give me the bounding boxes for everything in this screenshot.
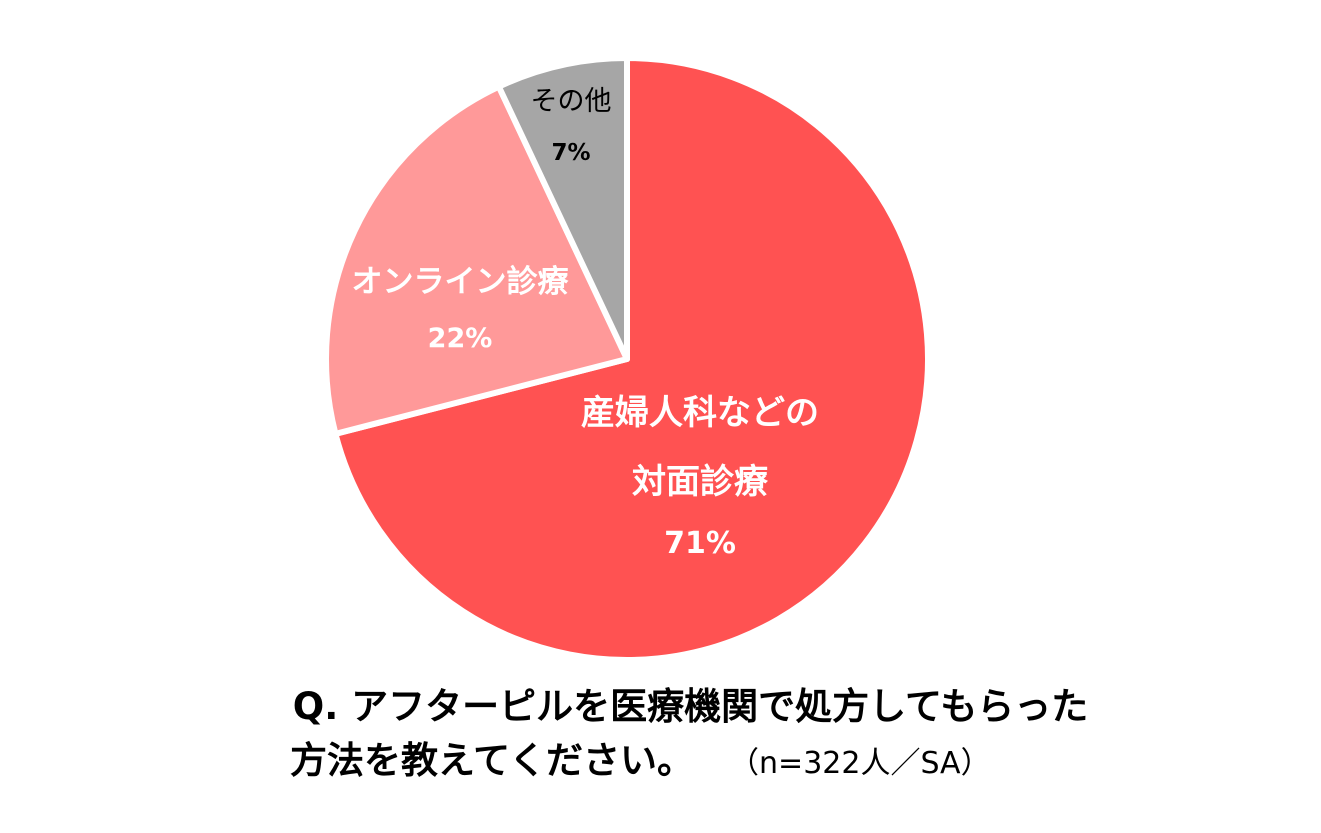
caption-line1: Q. アフターピルを医療機関で処方してもらった <box>292 685 1089 728</box>
slice-label-2-line-0: その他 <box>531 86 612 117</box>
slice-label-0-line-0: 産婦人科などの <box>581 393 819 433</box>
chart-caption-question-cont: 方法を教えてください。 （n=322人／SA） <box>290 730 991 784</box>
slice-value-label-0: 71% <box>664 526 736 561</box>
slice-label-1-line-0: オンライン診療 <box>352 264 569 300</box>
pie-slice-2 <box>495 55 630 362</box>
slice-value-label-2: 7% <box>551 140 590 166</box>
caption-sample-note: （n=322人／SA） <box>744 746 991 781</box>
slice-value-label-1: 22% <box>428 323 493 354</box>
caption-line2: 方法を教えてください。 <box>290 739 695 782</box>
pie-slice-0 <box>332 55 931 663</box>
slice-label-0-line-1: 対面診療 <box>632 462 769 502</box>
pie-slice-1 <box>323 83 630 437</box>
chart-caption-question: Q. アフターピルを医療機関で処方してもらった <box>0 676 1321 730</box>
